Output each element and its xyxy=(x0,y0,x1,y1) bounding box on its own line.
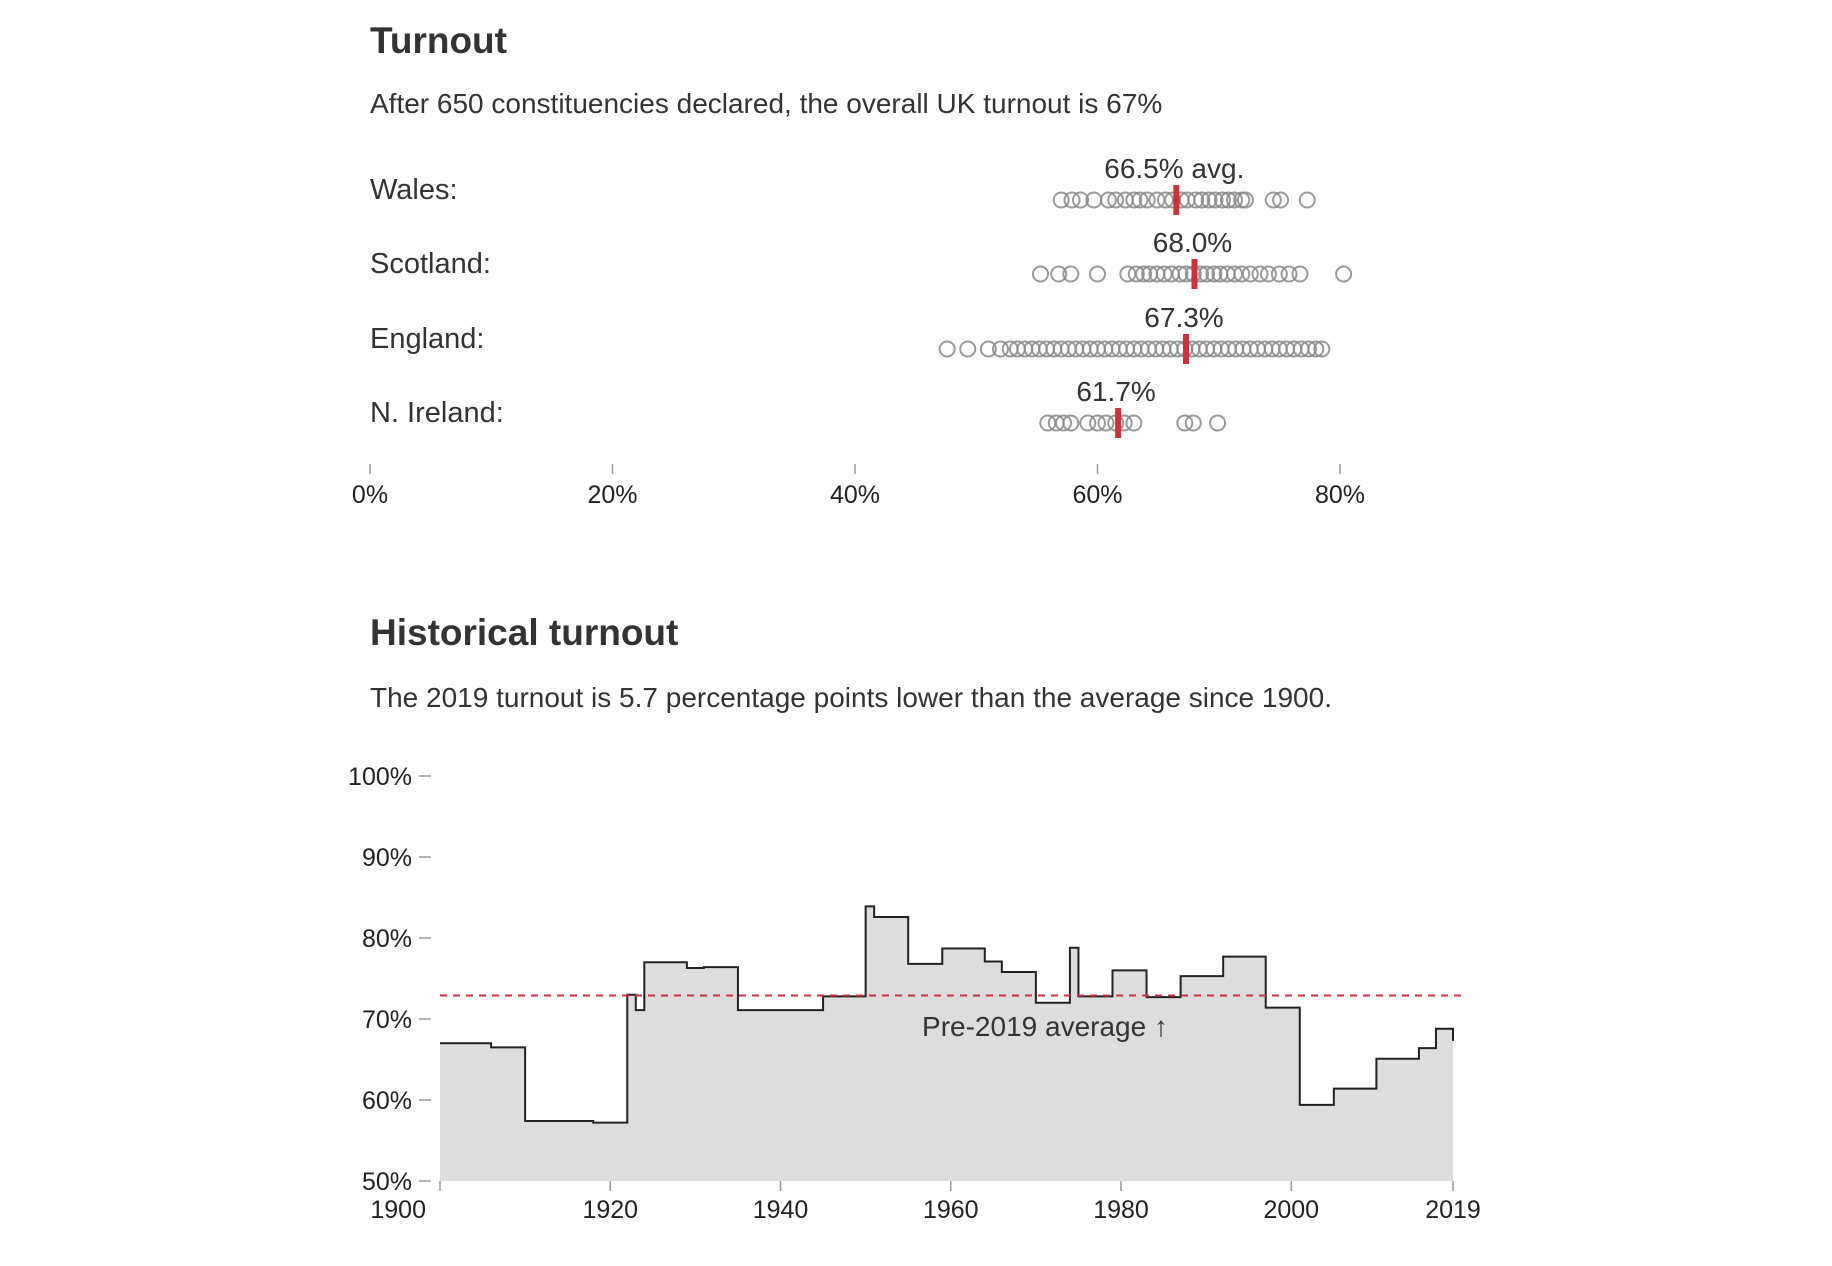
constituency-dot xyxy=(1099,191,1117,209)
constituency-dot xyxy=(1125,414,1143,432)
region-average-label: 61.7% xyxy=(1076,376,1155,407)
x-tick-label: 40% xyxy=(830,481,880,509)
historical-subtitle: The 2019 turnout is 5.7 percentage point… xyxy=(370,682,1332,713)
constituency-dot xyxy=(1313,340,1331,358)
constituency-dot xyxy=(1241,265,1259,283)
constituency-dot xyxy=(1062,414,1080,432)
constituency-dot xyxy=(1062,265,1080,283)
region-label: England: xyxy=(370,323,485,355)
constituency-dot xyxy=(1050,265,1068,283)
constituency-dot xyxy=(1184,414,1202,432)
region-label: Scotland: xyxy=(370,248,491,280)
constituency-dot xyxy=(1200,191,1218,209)
constituency-dot xyxy=(1270,265,1288,283)
x-tick-label: 1980 xyxy=(1093,1196,1149,1224)
y-tick-label: 70% xyxy=(362,1006,412,1034)
constituency-dot xyxy=(1264,191,1282,209)
constituency-dot xyxy=(1233,265,1251,283)
constituency-dot xyxy=(1055,414,1073,432)
constituency-dot xyxy=(1097,414,1115,432)
x-tick-label: 1940 xyxy=(753,1196,809,1224)
constituency-dot xyxy=(1213,191,1231,209)
region-label: N. Ireland: xyxy=(370,397,504,429)
turnout-area xyxy=(440,906,1453,1181)
x-tick-label: 0% xyxy=(352,481,388,509)
x-tick-label: 1920 xyxy=(582,1196,638,1224)
constituency-dot xyxy=(1259,265,1277,283)
y-tick-label: 60% xyxy=(362,1087,412,1115)
constituency-dot xyxy=(1171,265,1189,283)
constituency-dot xyxy=(1107,191,1125,209)
region-label: Wales: xyxy=(370,174,458,206)
constituency-dot xyxy=(1089,265,1106,283)
constituency-dot xyxy=(992,340,1009,358)
constituency-dot xyxy=(1127,265,1145,283)
turnout-step-line xyxy=(440,905,1454,1124)
constituency-dot xyxy=(938,340,956,358)
y-tick-label: 50% xyxy=(362,1168,412,1196)
constituency-dot xyxy=(1138,191,1156,209)
constituency-dot xyxy=(1335,265,1353,283)
x-tick-label: 1900 xyxy=(370,1196,426,1224)
constituency-dot xyxy=(959,340,977,358)
x-tick-label: 1960 xyxy=(923,1196,979,1224)
x-tick-label: 20% xyxy=(587,481,637,509)
historical-title: Historical turnout xyxy=(370,612,679,653)
constituency-dot xyxy=(1209,414,1227,432)
constituency-dot xyxy=(1193,191,1211,209)
constituency-dot xyxy=(1236,191,1254,209)
constituency-dot xyxy=(1063,191,1081,209)
constituency-dot xyxy=(1131,191,1149,209)
x-tick-label: 2000 xyxy=(1263,1196,1319,1224)
constituency-dot xyxy=(1187,191,1205,209)
constituency-dot xyxy=(1280,265,1298,283)
constituency-dot xyxy=(1079,414,1097,432)
constituency-dot xyxy=(1291,265,1309,283)
constituency-dot xyxy=(1176,414,1194,432)
region-average-label: 68.0% xyxy=(1153,227,1232,258)
constituency-dot xyxy=(1052,191,1070,209)
constituency-dot xyxy=(1125,191,1143,209)
constituency-dot xyxy=(1219,191,1237,209)
constituency-dot xyxy=(1205,265,1223,283)
constituency-dot xyxy=(1307,340,1325,358)
constituency-dot xyxy=(979,340,997,358)
region-average-label: 67.3% xyxy=(1144,302,1223,333)
constituency-dot xyxy=(1299,340,1317,358)
constituency-dot xyxy=(1251,265,1269,283)
constituency-dot xyxy=(1072,191,1090,209)
constituency-dot xyxy=(1089,414,1106,432)
constituency-dot xyxy=(1206,191,1224,209)
y-tick-label: 100% xyxy=(348,763,412,791)
constituency-dot xyxy=(1272,191,1290,209)
constituency-dot xyxy=(1198,265,1216,283)
average-label: Pre-2019 average ↑ xyxy=(922,1011,1168,1042)
region-average-label: 66.5% avg. xyxy=(1104,153,1244,184)
constituency-dot xyxy=(1298,191,1316,209)
turnout-dot-chart: Wales: 66.5% avg. Scotland: 68.0% England: 67… xyxy=(352,153,1365,509)
turnout-title: Turnout xyxy=(370,20,507,61)
constituency-dot xyxy=(1226,191,1244,209)
constituency-dot xyxy=(1032,265,1050,283)
y-tick-label: 80% xyxy=(362,925,412,953)
constituency-dot xyxy=(1135,265,1153,283)
y-tick-label: 90% xyxy=(362,844,412,872)
x-tick-label: 60% xyxy=(1072,481,1122,509)
x-tick-label: 2019 xyxy=(1425,1196,1481,1224)
x-tick-label: 80% xyxy=(1315,481,1365,509)
turnout-subtitle: After 650 constituencies declared, the o… xyxy=(370,88,1163,119)
